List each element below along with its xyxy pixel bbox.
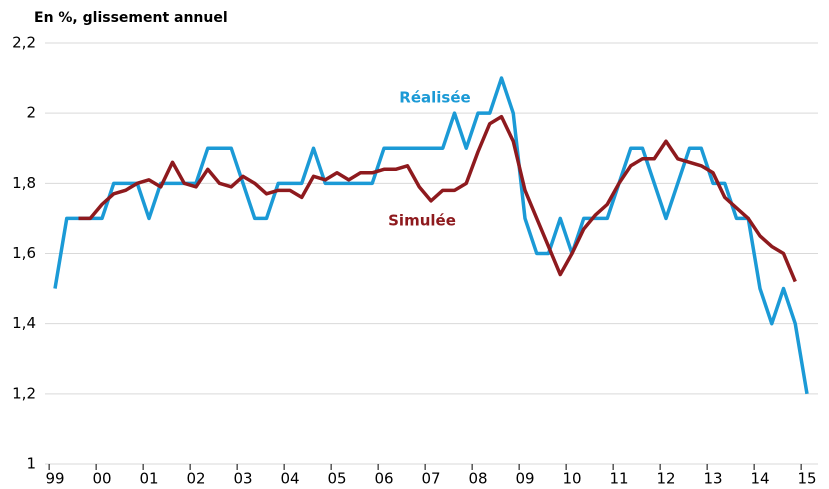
- y-tick-label: 1,6: [12, 244, 36, 262]
- series-label: Simulée: [388, 212, 456, 230]
- x-tick-label: 07: [421, 470, 440, 488]
- x-tick-label: 01: [139, 470, 158, 488]
- x-tick-label: 13: [703, 470, 722, 488]
- x-tick-label: 02: [186, 470, 205, 488]
- x-tick-label: 09: [515, 470, 534, 488]
- x-tick-label: 99: [45, 470, 64, 488]
- y-tick-label: 2,2: [12, 34, 36, 52]
- x-tick-label: 03: [233, 470, 252, 488]
- series-line: [53, 76, 809, 395]
- x-tick-label: 10: [562, 470, 581, 488]
- y-tick-label: 2: [26, 104, 36, 122]
- y-tick-label: 1,4: [12, 314, 36, 332]
- series-line: [78, 114, 797, 283]
- x-tick-label: 00: [92, 470, 111, 488]
- x-tick-label: 15: [797, 470, 816, 488]
- x-tick-label: 05: [327, 470, 346, 488]
- y-tick-label: 1,8: [12, 174, 36, 192]
- x-tick-label: 14: [750, 470, 769, 488]
- x-tick-label: 06: [374, 470, 393, 488]
- x-tick-label: 04: [280, 470, 299, 488]
- chart-title: En %, glissement annuel: [34, 10, 228, 26]
- series-label: Réalisée: [399, 89, 470, 107]
- y-tick-label: 1,2: [12, 384, 36, 402]
- x-tick-label: 11: [609, 470, 628, 488]
- x-tick-label: 08: [468, 470, 487, 488]
- x-tick-label: 12: [656, 470, 675, 488]
- y-tick-label: 1: [26, 455, 36, 473]
